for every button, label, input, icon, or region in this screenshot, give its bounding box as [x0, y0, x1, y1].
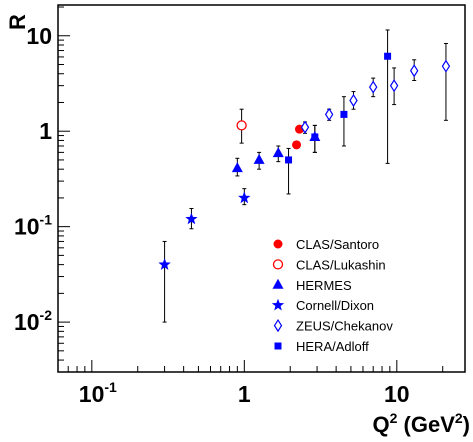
marker-open-diamond: [273, 318, 283, 333]
marker-square: [285, 156, 293, 164]
marker-square: [311, 133, 319, 141]
legend-label: CLAS/Lukashin: [296, 257, 386, 272]
legend-label: CLAS/Santoro: [296, 237, 379, 252]
marker-open-diamond: [409, 64, 419, 78]
marker-triangle: [272, 278, 284, 289]
tick-label: 10-1: [14, 212, 52, 240]
tick-label-exponent: -2: [40, 307, 53, 323]
marker-star: [271, 298, 285, 311]
marker-star: [158, 258, 171, 270]
legend-label: Cornell/Dixon: [296, 298, 374, 313]
tick-label: 1: [39, 118, 52, 144]
tick-label-exponent: -1: [104, 379, 117, 395]
tick-label-exponent: -1: [40, 212, 53, 228]
marker-triangle: [231, 162, 243, 173]
legend-label: ZEUS/Chekanov: [296, 319, 393, 334]
x-label-text: Q: [372, 412, 389, 437]
x-axis-label: Q2 (GeV2): [372, 410, 470, 437]
tick-label-base: 10: [79, 381, 105, 407]
marker-star: [238, 191, 251, 204]
marker-triangle: [253, 153, 265, 164]
tick-label: 10-1: [79, 379, 117, 407]
marker-open-diamond: [300, 120, 310, 134]
marker-square: [384, 52, 392, 60]
marker-square: [274, 342, 282, 350]
tick-label: 10: [384, 381, 410, 407]
x-label-text: ): [463, 412, 470, 437]
marker-star: [185, 212, 198, 225]
marker-circle: [292, 140, 302, 150]
marker-open-diamond: [368, 80, 378, 94]
legend-label: HERMES: [296, 278, 352, 293]
x-label-superscript: 2: [455, 410, 463, 426]
tick-label: 10-2: [14, 307, 52, 335]
x-label-text: (GeV: [397, 412, 455, 437]
marker-open-diamond: [324, 107, 334, 122]
marker-square: [340, 110, 348, 118]
marker-circle: [273, 239, 283, 249]
marker-open-diamond: [441, 59, 451, 73]
tick-label: 10: [26, 23, 52, 49]
tick-label: 1: [238, 381, 251, 407]
x-label-superscript: 2: [390, 410, 398, 426]
marker-open-diamond: [389, 79, 399, 93]
legend-label: HERA/Adloff: [296, 339, 369, 354]
tick-label-base: 10: [14, 214, 40, 240]
marker-triangle: [272, 147, 284, 158]
tick-label-base: 10: [14, 309, 40, 335]
plot-frame: [57, 4, 466, 373]
marker-open-circle: [236, 120, 247, 131]
marker-open-circle: [272, 259, 284, 270]
y-axis-label: R: [5, 14, 30, 30]
marker-open-diamond: [349, 93, 358, 108]
